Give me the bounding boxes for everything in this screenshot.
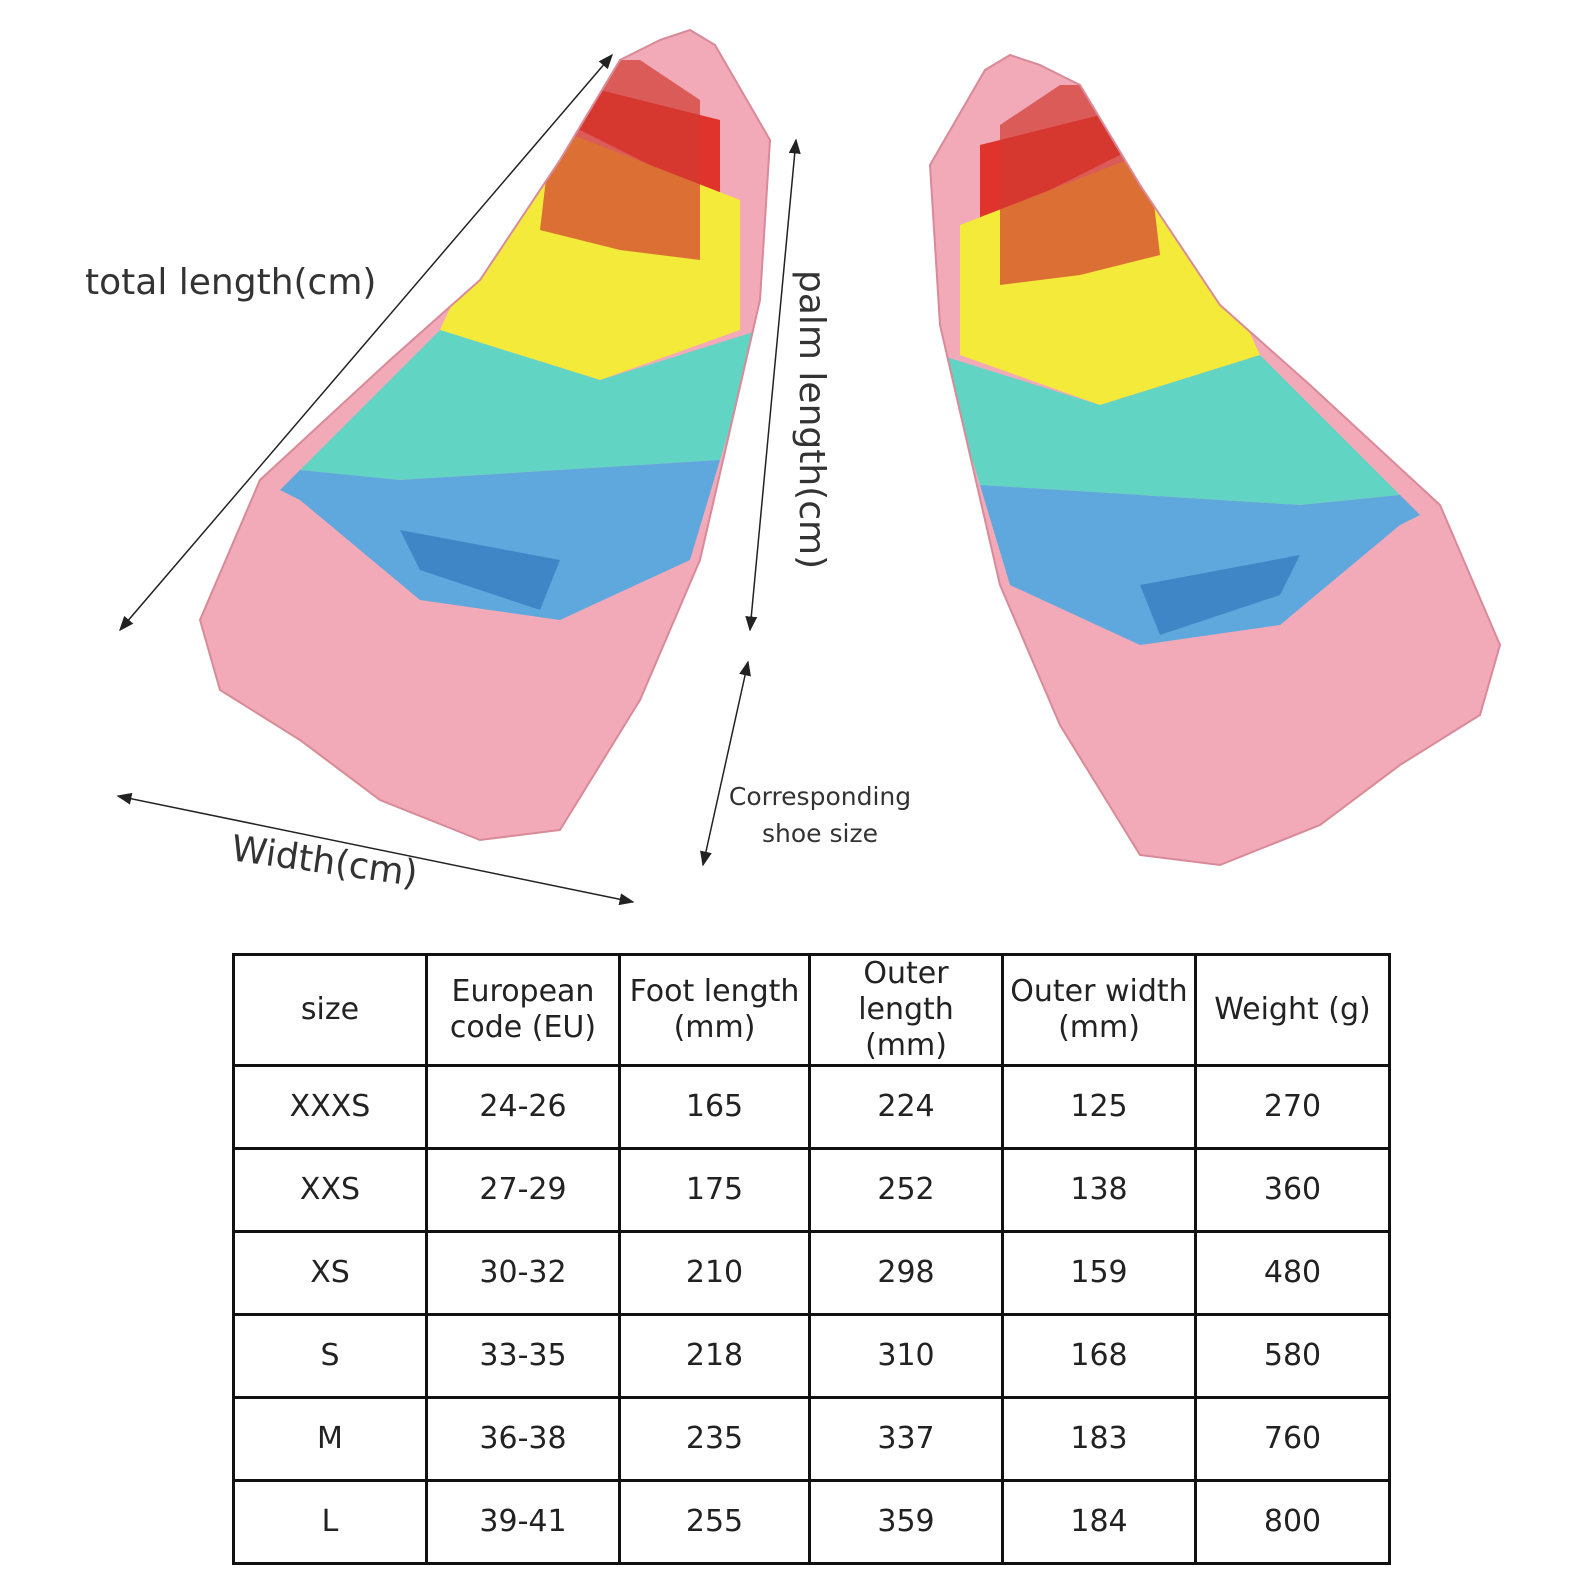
width-arrow xyxy=(116,792,635,906)
left-fin xyxy=(150,0,850,900)
table-cell: 165 xyxy=(618,1064,811,1150)
table-cell: 30-32 xyxy=(425,1230,621,1316)
table-cell: 218 xyxy=(618,1313,811,1399)
table-cell: 235 xyxy=(618,1396,811,1482)
table-cell: 480 xyxy=(1194,1230,1391,1316)
table-cell: 760 xyxy=(1194,1396,1391,1482)
table-cell: 580 xyxy=(1194,1313,1391,1399)
table-cell: 224 xyxy=(808,1064,1004,1150)
table-cell: 252 xyxy=(808,1147,1004,1233)
header-cell: Weight (g) xyxy=(1194,953,1391,1067)
table-row: S 33-35 218 310 168 580 xyxy=(232,1313,1391,1399)
table-cell: XXS xyxy=(232,1147,428,1233)
header-cell: Outer length (mm) xyxy=(808,953,1004,1067)
table-cell: 310 xyxy=(808,1313,1004,1399)
header-row: size European code (EU) Foot length (mm) Ou… xyxy=(232,953,1391,1067)
table-cell: XS xyxy=(232,1230,428,1316)
table-row: XXS 27-29 175 252 138 360 xyxy=(232,1147,1391,1233)
table-cell: 337 xyxy=(808,1396,1004,1482)
table-cell: 24-26 xyxy=(425,1064,621,1150)
palm-length-arrow xyxy=(745,138,801,632)
table-cell: 183 xyxy=(1001,1396,1197,1482)
fins-illustration: total length(cm) palm length(cm) Width(c… xyxy=(85,0,1569,940)
table-cell: 36-38 xyxy=(425,1396,621,1482)
table-row: XXXS 24-26 165 224 125 270 xyxy=(232,1064,1391,1150)
table-cell: XXXS xyxy=(232,1064,428,1150)
table-row: XS 30-32 210 298 159 480 xyxy=(232,1230,1391,1316)
table-cell: 270 xyxy=(1194,1064,1391,1150)
palm-length-label: palm length(cm) xyxy=(791,270,832,569)
table-cell: M xyxy=(232,1396,428,1482)
size-table: size European code (EU) Foot length (mm) Ou… xyxy=(232,953,1391,1565)
table-cell: 255 xyxy=(618,1479,811,1565)
table-cell: 168 xyxy=(1001,1313,1197,1399)
table-cell: 27-29 xyxy=(425,1147,621,1233)
header-cell: European code (EU) xyxy=(425,953,621,1067)
header-cell: Outer width (mm) xyxy=(1001,953,1197,1067)
total-length-arrow xyxy=(119,53,613,632)
table-row: L 39-41 255 359 184 800 xyxy=(232,1479,1391,1565)
table-cell: 159 xyxy=(1001,1230,1197,1316)
table-cell: 184 xyxy=(1001,1479,1197,1565)
table-cell: 125 xyxy=(1001,1064,1197,1150)
right-fin xyxy=(850,25,1550,925)
header-cell: size xyxy=(232,953,428,1067)
table-cell: L xyxy=(232,1479,428,1565)
table-cell: 138 xyxy=(1001,1147,1197,1233)
table-cell: 210 xyxy=(618,1230,811,1316)
total-length-label: total length(cm) xyxy=(85,262,376,303)
shoe-size-arrow xyxy=(700,660,751,867)
table-cell: 359 xyxy=(808,1479,1004,1565)
table-cell: 33-35 xyxy=(425,1313,621,1399)
table-cell: S xyxy=(232,1313,428,1399)
table-cell: 360 xyxy=(1194,1147,1391,1233)
header-cell: Foot length (mm) xyxy=(618,953,811,1067)
shoe-size-label: Corresponding shoe size xyxy=(728,782,912,848)
table-cell: 39-41 xyxy=(425,1479,621,1565)
table-cell: 800 xyxy=(1194,1479,1391,1565)
table-row: M 36-38 235 337 183 760 xyxy=(232,1396,1391,1482)
table-cell: 175 xyxy=(618,1147,811,1233)
table-cell: 298 xyxy=(808,1230,1004,1316)
